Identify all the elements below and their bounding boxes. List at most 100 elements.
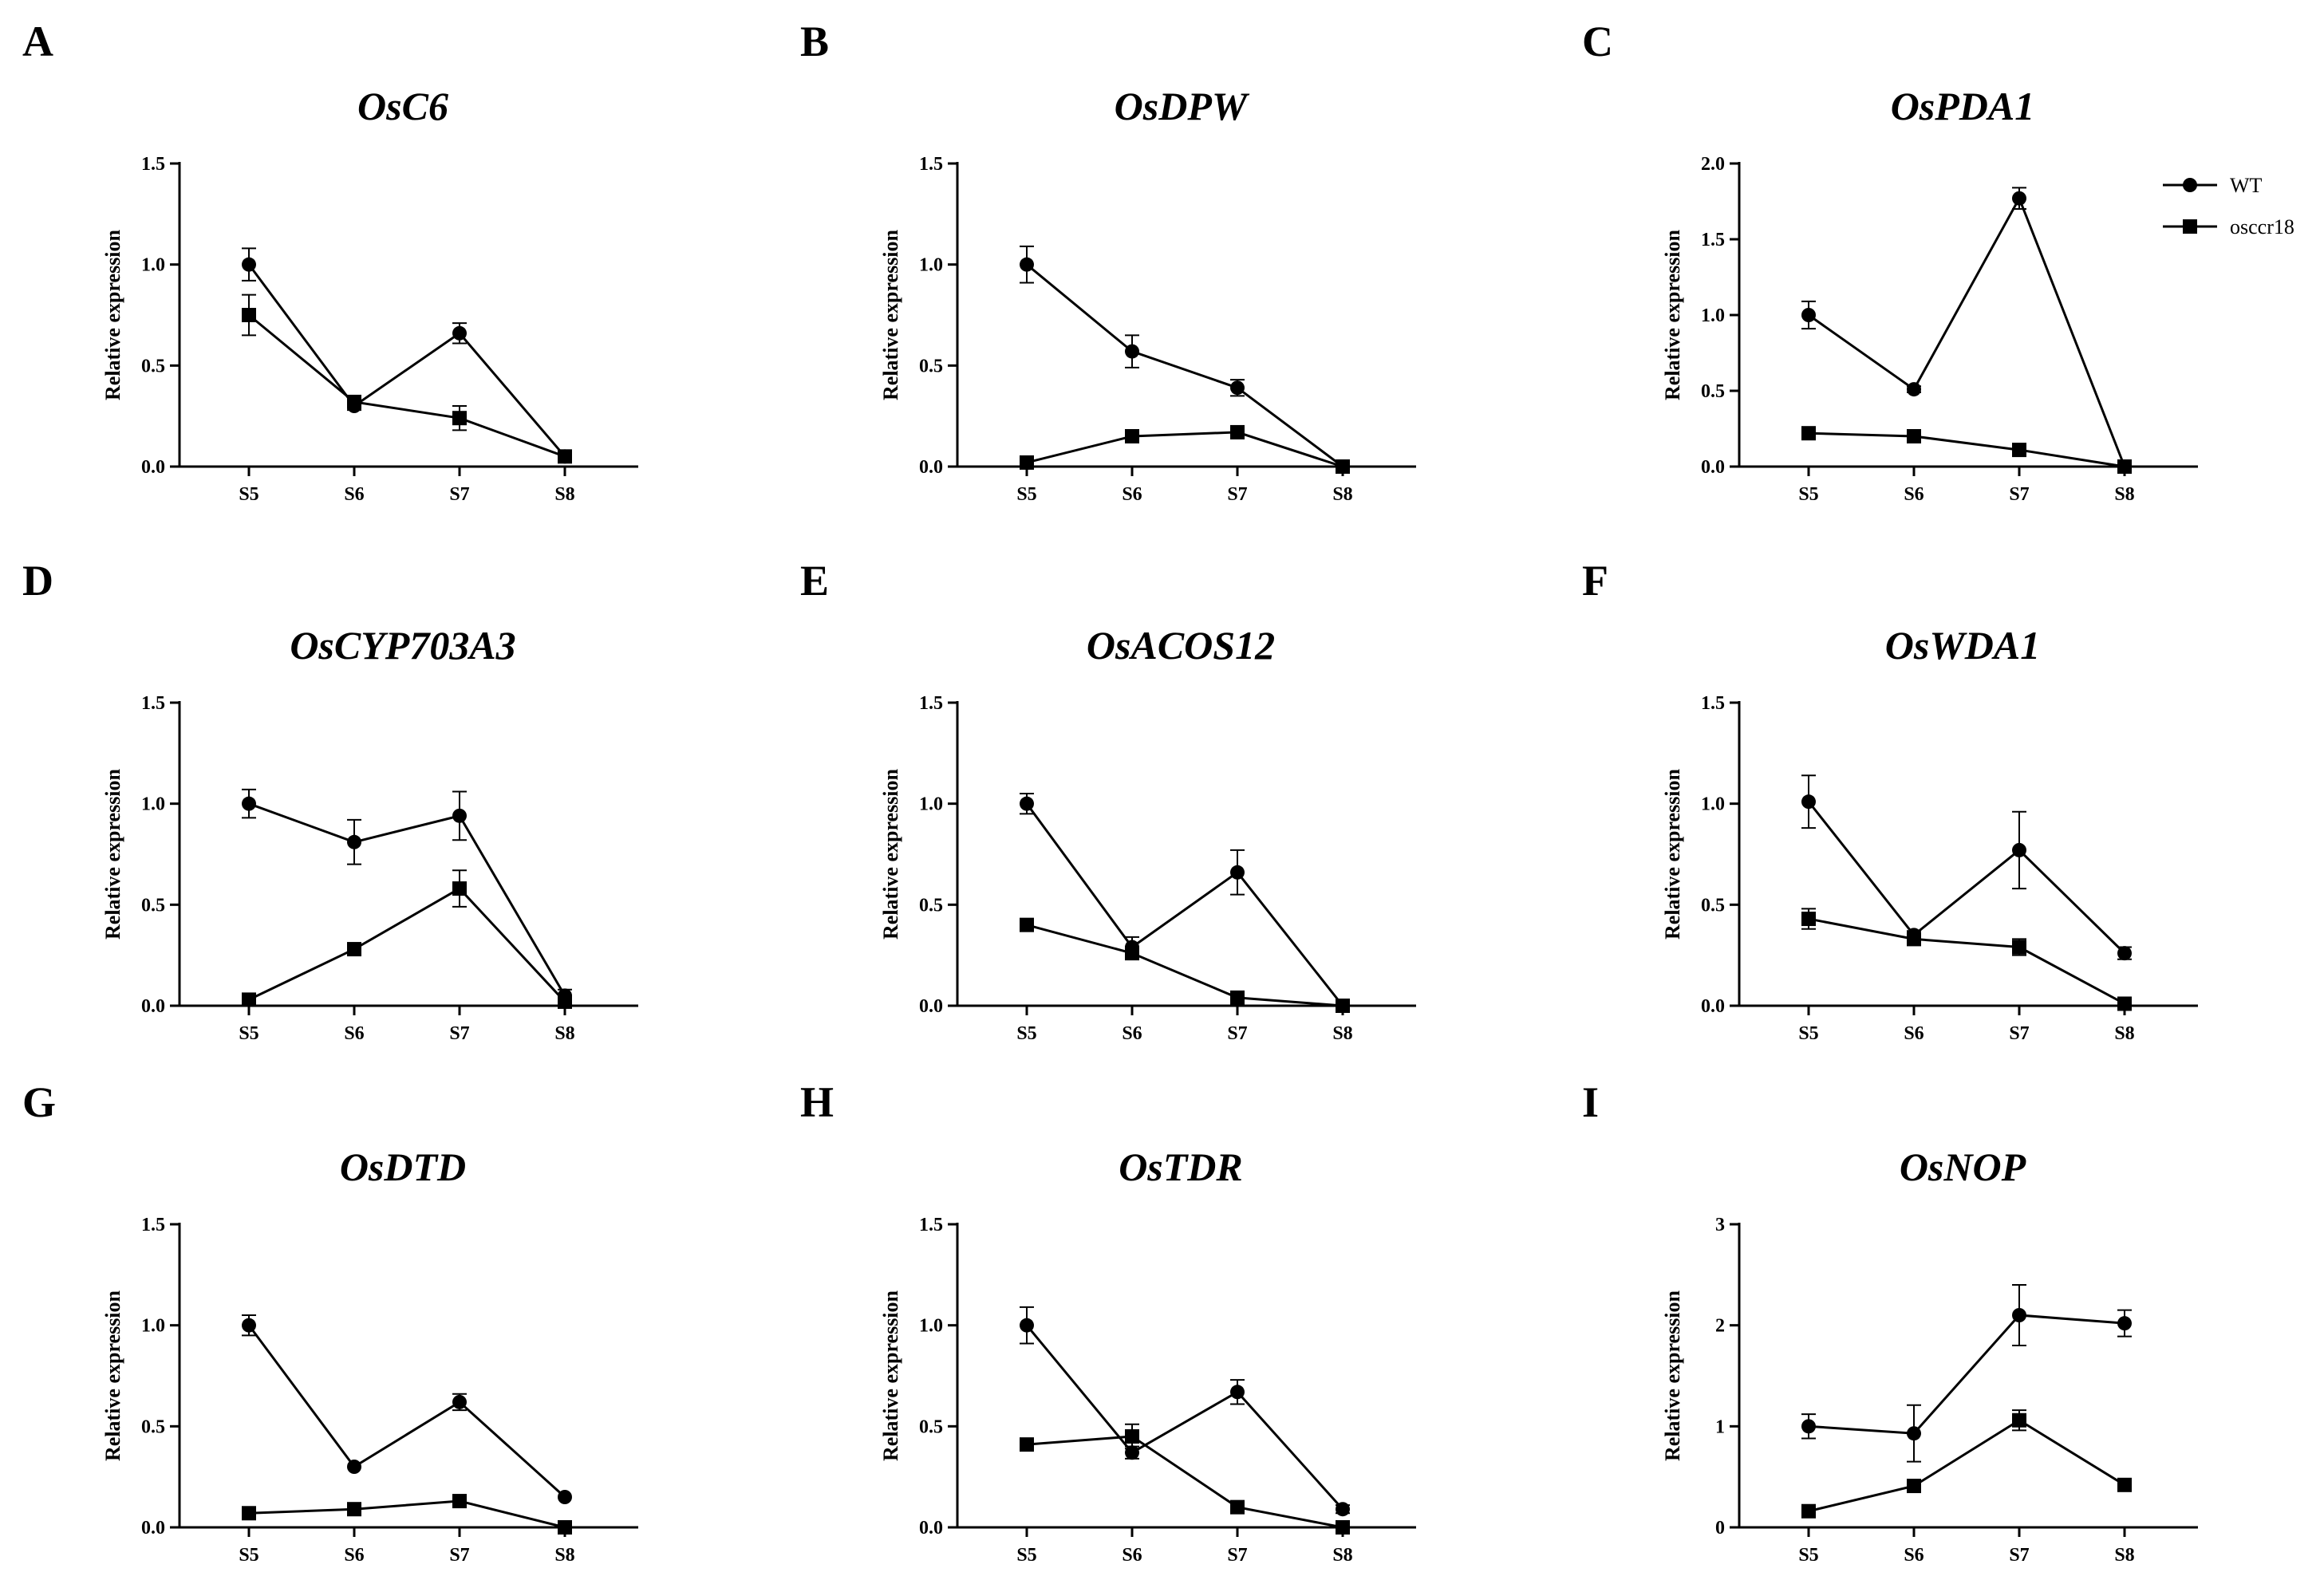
data-point — [1907, 1426, 1921, 1441]
series-wt — [1020, 1306, 1350, 1517]
x-tick-label: S7 — [2009, 484, 2029, 505]
y-tick-label: 0.0 — [919, 1518, 943, 1539]
chart-title: OsWDA1 — [1885, 623, 2040, 668]
series-line — [247, 1324, 566, 1499]
y-tick-label: 1.0 — [141, 255, 165, 276]
data-point — [1801, 308, 1816, 322]
data-point — [347, 834, 361, 849]
series-osccr18 — [242, 869, 572, 1009]
y-tick-label: 1.5 — [141, 1215, 165, 1235]
x-tick-label: S5 — [1798, 1023, 1818, 1044]
chart-title: OsTDR — [1119, 1145, 1243, 1189]
panel-h: H OsTDR 0.0 0.5 1.0 1.5 S5 S6 S7 S8 Relative expre… — [800, 1078, 1416, 1566]
data-point — [2117, 1316, 2132, 1331]
x-tick-label: S6 — [344, 1545, 364, 1566]
x-tick-label: S8 — [554, 484, 574, 505]
legend-item-wt: WT — [2163, 174, 2263, 197]
series-line — [1808, 1418, 2125, 1513]
y-tick-label: 0.0 — [141, 457, 165, 478]
y-tick-label: 1.5 — [1701, 230, 1725, 250]
y-tick-label: 2 — [1715, 1316, 1725, 1337]
data-point — [1020, 796, 1034, 811]
data-point — [347, 1460, 361, 1474]
data-point — [452, 1394, 467, 1409]
y-tick-label: 1.5 — [141, 154, 165, 175]
data-point — [1020, 1318, 1034, 1333]
data-point — [452, 325, 467, 341]
x-tick-label: S7 — [449, 1023, 469, 1044]
series-wt — [242, 247, 572, 464]
data-point — [1125, 344, 1139, 359]
data-point — [452, 1494, 467, 1509]
y-tick-label: 1.0 — [919, 794, 943, 815]
series-osccr18 — [1020, 424, 1350, 474]
y-tick-label: 1.5 — [1701, 693, 1725, 714]
data-point — [2012, 1308, 2026, 1322]
panel-letter: E — [800, 557, 829, 605]
data-point — [242, 992, 256, 1007]
chart-title: OsDPW — [1115, 84, 1250, 128]
data-point — [1801, 1503, 1816, 1519]
y-tick-label: 0.0 — [919, 457, 943, 478]
data-point — [347, 1502, 361, 1517]
data-point — [1125, 946, 1139, 961]
series-wt — [1801, 774, 2132, 961]
legend-item-osccr18: osccr18 — [2163, 215, 2294, 238]
y-tick-label: 0.5 — [919, 895, 943, 916]
y-tick-label: 0.5 — [1701, 381, 1725, 402]
x-tick-label: S6 — [1122, 1545, 1142, 1566]
y-axis-label: Relative expression — [879, 1290, 902, 1461]
x-tick-label: S7 — [2009, 1023, 2029, 1044]
data-point — [558, 994, 572, 1009]
data-point — [1020, 455, 1034, 470]
data-point — [347, 942, 361, 957]
x-tick-label: S7 — [1227, 1545, 1247, 1566]
series-line — [1808, 195, 2126, 467]
data-point — [1125, 1429, 1139, 1444]
series-line — [248, 802, 566, 997]
chart-title: OsCYP703A3 — [290, 623, 515, 668]
y-tick-label: 0.5 — [919, 1416, 943, 1437]
data-point — [452, 881, 467, 896]
x-tick-label: S7 — [449, 484, 469, 505]
series-osccr18 — [1801, 1409, 2132, 1519]
data-point — [1801, 1419, 1816, 1434]
x-tick-label: S8 — [2114, 1023, 2134, 1044]
series-wt — [242, 1314, 572, 1504]
y-tick-label: 0.5 — [141, 356, 165, 376]
data-point — [1907, 1479, 1921, 1494]
y-tick-label: 0.0 — [141, 1518, 165, 1539]
panels: A OsC6 0.0 0.5 1.0 1.5 S5 S6 S7 S8 Relative expres… — [22, 18, 2198, 1566]
data-point — [1230, 424, 1245, 439]
data-point — [242, 796, 256, 811]
data-point — [1801, 426, 1816, 441]
panel-letter: C — [1582, 18, 1613, 65]
series-wt — [1801, 187, 2132, 474]
series-wt — [1020, 245, 1350, 474]
data-point — [1020, 1437, 1034, 1452]
x-tick-label: S5 — [239, 1545, 258, 1566]
series-wt — [1801, 1284, 2132, 1463]
y-axis-label: Relative expression — [879, 768, 902, 940]
series-line — [1807, 801, 2126, 955]
y-axis-label: Relative expression — [879, 229, 902, 400]
series-osccr18 — [1801, 908, 2132, 1011]
y-tick-label: 1.0 — [919, 255, 943, 276]
series-line — [1026, 924, 1344, 1007]
series-osccr18 — [242, 1494, 572, 1535]
panel-b: B OsDPW 0.0 0.5 1.0 1.5 S5 S6 S7 S8 Relative expre… — [800, 18, 1416, 505]
x-tick-label: S5 — [1016, 1545, 1036, 1566]
y-tick-label: 0.5 — [141, 1416, 165, 1437]
data-point — [1907, 382, 1921, 397]
data-point — [2012, 842, 2026, 857]
y-tick-label: 1.0 — [1701, 794, 1725, 815]
panel-a: A OsC6 0.0 0.5 1.0 1.5 S5 S6 S7 S8 Relative expres… — [22, 18, 638, 505]
data-point — [1801, 794, 1816, 810]
data-point — [1230, 990, 1245, 1005]
data-point — [2012, 1412, 2026, 1428]
data-point — [452, 411, 467, 426]
x-tick-label: S6 — [1904, 484, 1924, 505]
x-tick-label: S6 — [344, 484, 364, 505]
y-tick-label: 0.0 — [141, 996, 165, 1017]
